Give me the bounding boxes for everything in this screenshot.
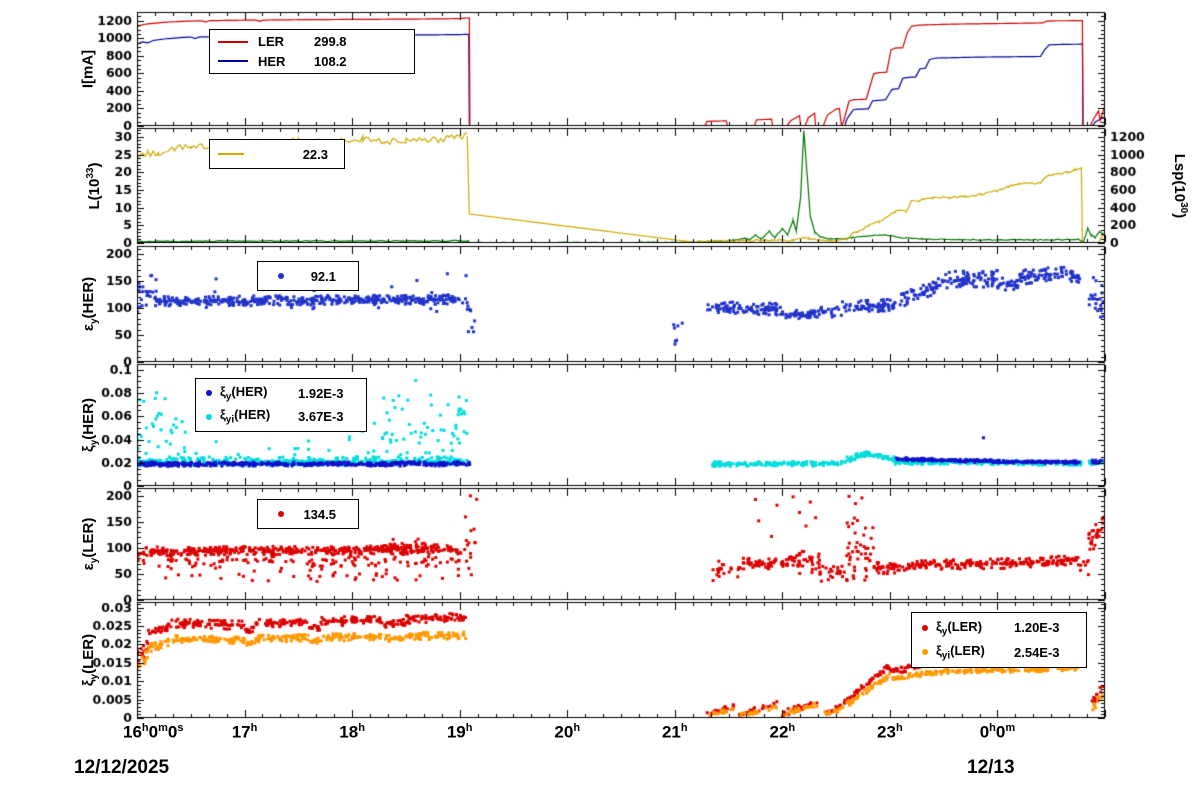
- y-axis-title-xiy-ler: ξy(LER): [80, 633, 100, 687]
- legend-xiy-her: ξy(HER) 1.92E-3 ξyi(HER) 3.67E-3: [195, 378, 367, 432]
- legend-row: 134.5: [266, 507, 350, 522]
- y-axis-title-ey-ler: εy(LER): [80, 517, 100, 571]
- legend-label: ξy(HER): [220, 383, 268, 403]
- y-axis-title-ey-her: εy(HER): [80, 276, 100, 332]
- legend-xiy-ler: ξy(LER) 1.20E-3 ξyi(LER) 2.54E-3: [911, 612, 1087, 668]
- luminosity-line-marker: [218, 153, 244, 155]
- legend-row: ξy(LER) 1.20E-3: [920, 618, 1078, 638]
- y-axis-title-luminosity: L(1033): [85, 162, 103, 210]
- xiyi-her-dot-marker: [206, 413, 212, 420]
- x-tick-label: 0h0m: [979, 722, 1016, 742]
- x-tick-label: 20h: [554, 722, 581, 742]
- ey-ler-dot-marker: [278, 511, 284, 517]
- legend-label: LER: [258, 34, 284, 50]
- legend-row: 22.3: [218, 147, 336, 162]
- legend-luminosity: 22.3: [209, 139, 345, 169]
- x-tick-label: 23h: [877, 722, 903, 742]
- legend-value: 108.2: [314, 53, 347, 69]
- ler-line-marker: [218, 40, 248, 43]
- legend-value: 3.67E-3: [298, 409, 344, 425]
- y-axis-title-current: I[mA]: [79, 49, 97, 89]
- x-tick-label: 17h: [231, 722, 258, 742]
- legend-ey-her: 92.1: [257, 261, 359, 291]
- xiy-ler-dot-marker: [922, 624, 928, 631]
- legend-current: LER 299.8 HER 108.2: [209, 29, 415, 74]
- legend-ey-ler: 134.5: [257, 499, 359, 529]
- legend-value: 1.92E-3: [298, 385, 344, 401]
- legend-row: ξy(HER) 1.92E-3: [204, 384, 358, 403]
- legend-label: ξyi(LER): [936, 642, 985, 662]
- legend-value: 2.54E-3: [1014, 644, 1060, 660]
- legend-row: HER 108.2: [218, 54, 406, 69]
- legend-value: 299.8: [314, 34, 347, 50]
- legend-row: 92.1: [266, 269, 350, 284]
- legend-value: 1.20E-3: [1014, 620, 1060, 636]
- legend-value: 92.1: [310, 268, 336, 284]
- xiy-her-dot-marker: [206, 390, 212, 397]
- legend-label: ξyi(HER): [220, 407, 271, 427]
- ey-her-dot-marker: [278, 273, 284, 279]
- date-label-start: 12/12/2025: [74, 757, 170, 778]
- legend-label: ξy(LER): [936, 618, 983, 638]
- y-axis-title-specific-luminosity: Lsp(1030): [1171, 153, 1189, 219]
- xiyi-ler-dot-marker: [922, 649, 928, 656]
- legend-label: HER: [258, 53, 286, 69]
- legend-row: ξyi(HER) 3.67E-3: [204, 407, 358, 426]
- x-tick-label: 21h: [661, 722, 688, 742]
- x-tick-label: 19h: [446, 722, 473, 742]
- legend-value: 22.3: [302, 146, 328, 162]
- legend-value: 134.5: [303, 506, 336, 522]
- x-tick-label: 22h: [769, 722, 796, 742]
- legend-row: ξyi(LER) 2.54E-3: [920, 642, 1078, 662]
- her-line-marker: [218, 60, 248, 63]
- date-label-end: 12/13: [967, 757, 1015, 778]
- y-axis-title-xiy-her: ξy(HER): [80, 398, 100, 452]
- x-tick-label: 18h: [339, 722, 365, 742]
- x-tick-label: 16h0m0s: [123, 722, 184, 742]
- legend-row: LER 299.8: [218, 34, 406, 49]
